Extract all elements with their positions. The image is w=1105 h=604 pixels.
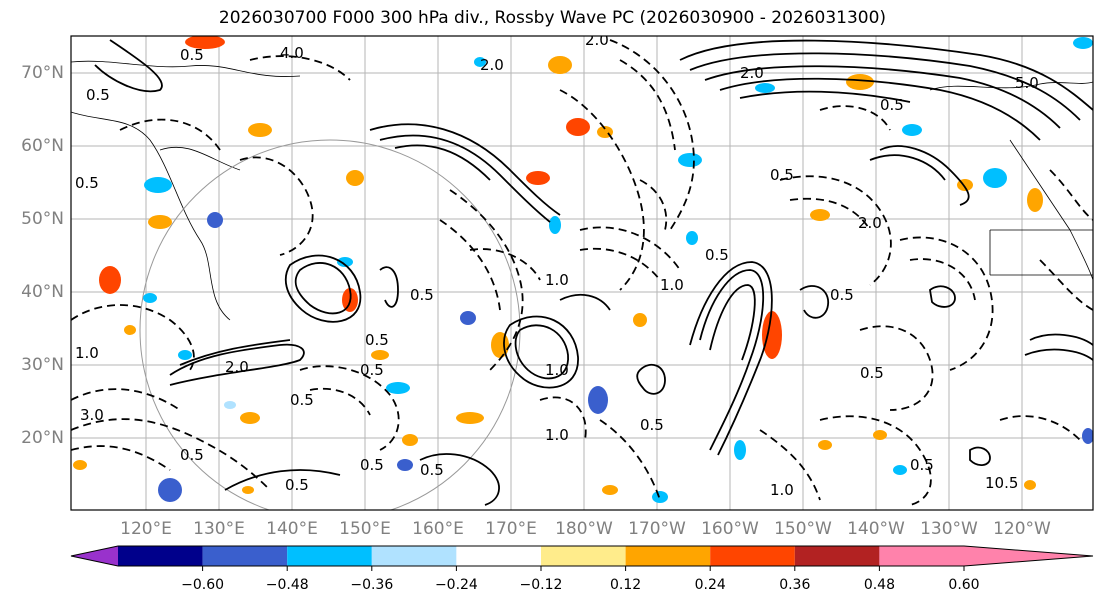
contour-label: 0.5 <box>410 286 434 304</box>
colorbar-tick-label: 0.60 <box>948 577 979 593</box>
contour-label: 2.0 <box>480 56 504 74</box>
latitude-label: 50°N <box>21 209 64 229</box>
contour-label: 0.5 <box>360 456 384 474</box>
contour-label: 1.0 <box>660 276 684 294</box>
contour-label: 0.5 <box>285 476 309 494</box>
map-content: 4.0 2.0 0.5 0.5 1.0 2.0 0.5 0.5 1.0 0.5 … <box>71 31 1093 510</box>
contour-label: 0.5 <box>290 391 314 409</box>
contour-label: 1.0 <box>545 426 569 444</box>
longitude-label: 130°E <box>193 519 245 539</box>
colorbar-over-arrow <box>964 546 1093 566</box>
longitude-label: 130°W <box>920 519 978 539</box>
contour-label: 1.0 <box>545 271 569 289</box>
longitude-label: 180°W <box>555 519 613 539</box>
contour-label: 0.5 <box>640 416 664 434</box>
contour-label: 0.5 <box>75 174 99 192</box>
colorbar-swatch <box>456 546 541 566</box>
colorbar-swatch <box>879 546 964 566</box>
contour-label: 5.0 <box>1015 74 1039 92</box>
contour-label: 10.5 <box>985 474 1018 492</box>
longitude-axis: 120°E 130°E 140°E 150°E 160°E 170°E 180°… <box>120 519 1051 539</box>
contour-label: 2.0 <box>858 214 882 232</box>
colorbar-tick-label: −0.12 <box>520 577 563 593</box>
colorbar-tick-label: 0.36 <box>779 577 810 593</box>
contour-label: 2.0 <box>740 64 764 82</box>
longitude-label: 170°E <box>485 519 537 539</box>
latitude-axis: 70°N 60°N 50°N 40°N 30°N 20°N <box>21 63 64 448</box>
contour-label: 0.5 <box>910 456 934 474</box>
longitude-label: 160°E <box>412 519 464 539</box>
contour-label: 0.5 <box>86 86 110 104</box>
colorbar-tick-label: −0.48 <box>266 577 309 593</box>
colorbar-tick-label: 0.48 <box>864 577 895 593</box>
colorbar-swatch <box>794 546 880 566</box>
map-area <box>71 36 1093 510</box>
colorbar-tick-marks <box>202 566 965 571</box>
longitude-label: 170°W <box>628 519 686 539</box>
colorbar-swatch <box>287 546 372 566</box>
contour-label: 0.5 <box>830 286 854 304</box>
dashed-contours <box>71 39 1093 506</box>
longitude-label: 150°W <box>774 519 832 539</box>
colorbar-swatch <box>371 546 457 566</box>
contour-label: 0.5 <box>770 166 794 184</box>
latitude-label: 30°N <box>21 355 64 375</box>
contour-label: 1.0 <box>75 344 99 362</box>
contour-label: 0.5 <box>420 461 444 479</box>
colorbar-swatch <box>118 546 203 566</box>
latitude-label: 40°N <box>21 282 64 302</box>
colorbar-tick-label: −0.24 <box>435 577 478 593</box>
map-frame <box>70 35 1094 511</box>
contour-label: 2.0 <box>225 358 249 376</box>
colorbar-swatch <box>710 546 795 566</box>
colorbar-under-arrow <box>71 546 118 566</box>
contour-label: 3.0 <box>80 406 104 424</box>
graticule <box>71 36 1093 510</box>
colorbar-tick-label: 0.12 <box>610 577 641 593</box>
contour-label: 2.0 <box>585 31 609 49</box>
contour-label: 0.5 <box>360 361 384 379</box>
colorbar: −0.60 −0.48 −0.36 −0.24 −0.12 0.12 0.24 … <box>70 545 1094 593</box>
colorbar-swatch <box>541 546 626 566</box>
contour-label: 0.5 <box>180 46 204 64</box>
contour-label: 0.5 <box>860 364 884 382</box>
latitude-label: 70°N <box>21 63 64 83</box>
longitude-label: 160°W <box>701 519 759 539</box>
colorbar-tick-label: 0.24 <box>695 577 726 593</box>
colorbar-swatch <box>202 546 288 566</box>
contour-label: 0.5 <box>880 96 904 114</box>
colorbar-outline <box>70 545 1094 567</box>
contour-label: 1.0 <box>770 481 794 499</box>
longitude-label: 150°E <box>339 519 391 539</box>
contour-label: 0.5 <box>705 246 729 264</box>
longitude-label: 120°E <box>120 519 172 539</box>
contour-label: 0.5 <box>365 331 389 349</box>
latitude-label: 20°N <box>21 428 64 448</box>
colorbar-swatch <box>625 546 711 566</box>
latitude-label: 60°N <box>21 136 64 156</box>
contour-label: 4.0 <box>280 44 304 62</box>
contour-label: 1.0 <box>545 361 569 379</box>
longitude-label: 120°W <box>993 519 1051 539</box>
contour-labels: 4.0 2.0 0.5 0.5 1.0 2.0 0.5 0.5 1.0 0.5 … <box>75 31 1039 499</box>
map-title: 2026030700 F000 300 hPa div., Rossby Wav… <box>218 8 887 28</box>
longitude-label: 140°E <box>266 519 318 539</box>
contour-label: 0.5 <box>180 446 204 464</box>
longitude-label: 140°W <box>847 519 905 539</box>
solid-contours <box>94 39 1093 506</box>
colorbar-tick-label: −0.60 <box>181 577 224 593</box>
divergence-shading <box>73 36 1093 503</box>
colorbar-tick-label: −0.36 <box>350 577 393 593</box>
